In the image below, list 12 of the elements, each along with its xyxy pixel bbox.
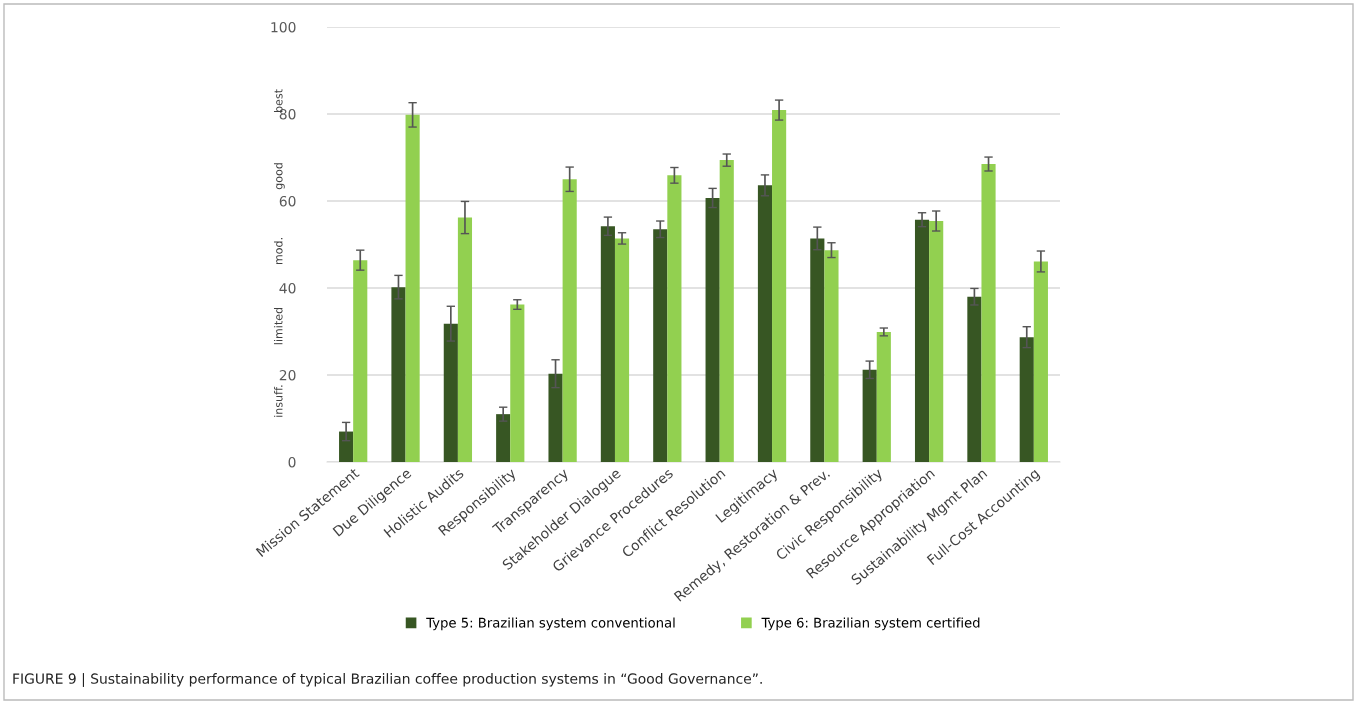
y-tick-label: 100: [271, 21, 296, 33]
legend-label: Type 5: Brazilian system conventional: [426, 617, 675, 631]
text: mod.: [273, 238, 283, 265]
y-tick-label: 0: [288, 456, 296, 468]
y-tick-label: 20: [279, 369, 296, 381]
text: insuff.: [273, 385, 283, 417]
y-tick-label: 40: [279, 282, 296, 294]
legend-label: Type 6: Brazilian system certified: [761, 617, 980, 631]
y-tick-label: 60: [279, 195, 296, 207]
text: good: [273, 163, 285, 190]
caption: FIGURE 9 | Sustainability performance of typical Brazilian coffee production systems in “Good Governance”.: [13, 673, 762, 687]
text: limited: [273, 307, 283, 345]
